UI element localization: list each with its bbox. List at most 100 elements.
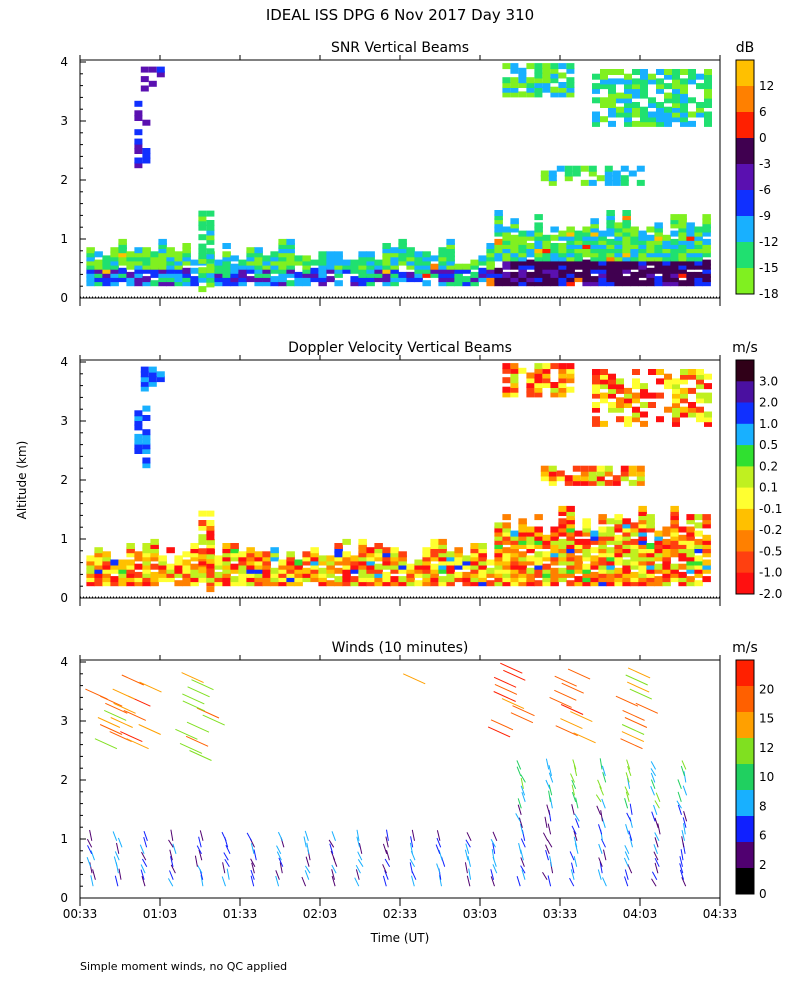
colorbar-frame [735,659,755,895]
data-cell [654,567,663,574]
data-cell [374,271,383,278]
data-cell [502,238,511,245]
data-cell [558,363,567,370]
x-tick-label: 04:33 [703,907,738,921]
data-cell [632,111,640,118]
data-cell [646,567,655,574]
data-cell [600,397,608,404]
data-cell [686,534,695,541]
data-cell [702,243,711,249]
data-cell [310,563,319,570]
wind-barb [570,711,593,723]
data-cell [406,271,415,278]
data-cell [140,66,149,73]
data-cell [102,576,111,583]
data-cell [334,576,343,583]
data-cell [606,547,615,554]
data-cell [526,251,535,258]
data-cell [246,259,255,266]
data-cell [632,369,640,375]
data-cell [502,363,511,370]
data-cell [566,363,575,370]
data-cell [630,259,639,266]
data-cell [566,86,575,93]
data-cell [606,247,615,254]
data-cell [494,563,503,570]
wind-barb [650,779,656,789]
colorbar-swatch [736,660,754,687]
data-cell [238,280,247,287]
data-cell [664,111,672,118]
wind-barb [624,876,629,887]
data-cell [382,571,391,578]
data-cell [662,547,671,554]
data-cell [534,571,543,578]
data-cell [94,263,103,270]
data-cell [694,263,703,270]
wind-barb [197,865,203,874]
wind-barb [624,786,630,796]
data-cell [286,551,295,558]
data-cell [342,580,351,587]
wind-barb [571,804,575,815]
colorbar-swatch [736,445,754,467]
data-cell [278,580,287,587]
colorbar-unit: m/s [732,640,758,656]
data-cell [198,276,207,283]
data-cell [214,555,223,562]
data-cell [672,406,680,413]
data-cell [518,526,527,533]
data-cell [502,526,511,533]
data-cell [182,243,191,249]
data-cell [614,580,623,587]
data-cell [222,576,231,583]
data-cell [688,111,696,118]
data-cell [94,563,103,570]
data-cell [574,576,583,583]
data-cell [430,538,439,545]
data-cell [646,226,655,233]
data-cell [358,543,367,549]
data-cell [390,259,399,266]
data-cell [486,567,495,574]
data-cell [550,555,559,562]
data-cell [646,576,655,583]
wind-barb [109,731,132,743]
data-cell [608,378,616,385]
wind-barb [548,784,553,796]
colorbar-label: 12 [759,741,774,755]
data-cell [664,383,672,390]
data-cell [606,263,615,270]
data-cell [494,251,503,258]
data-cell [494,222,503,229]
data-cell [462,263,471,270]
data-cell [622,538,631,545]
data-cell [640,392,648,399]
data-cell [334,259,343,266]
data-cell [358,555,367,562]
data-cell [574,580,583,587]
data-cell [542,247,551,254]
data-cell [534,526,543,533]
data-cell [198,563,207,570]
data-cell [608,78,616,85]
data-cell [696,392,704,399]
data-cell [326,555,335,562]
colorbar-label: 0 [759,131,767,145]
data-cell [582,267,591,274]
data-cell [612,175,621,182]
wind-barb [494,683,518,695]
colorbar-label: 0.5 [759,438,778,452]
data-cell [94,251,103,258]
data-cell [694,543,703,549]
data-cell [600,116,608,123]
data-cell [302,559,311,566]
data-cell [640,383,648,390]
panel-plot: 012343.02.01.00.50.20.1-0.1-0.2-0.5-1.0-… [60,355,782,606]
data-cell [646,563,655,570]
wind-barb [676,800,682,809]
wind-barb [542,832,549,842]
data-cell [134,247,143,254]
data-cell [230,267,239,274]
data-cell [374,259,383,266]
